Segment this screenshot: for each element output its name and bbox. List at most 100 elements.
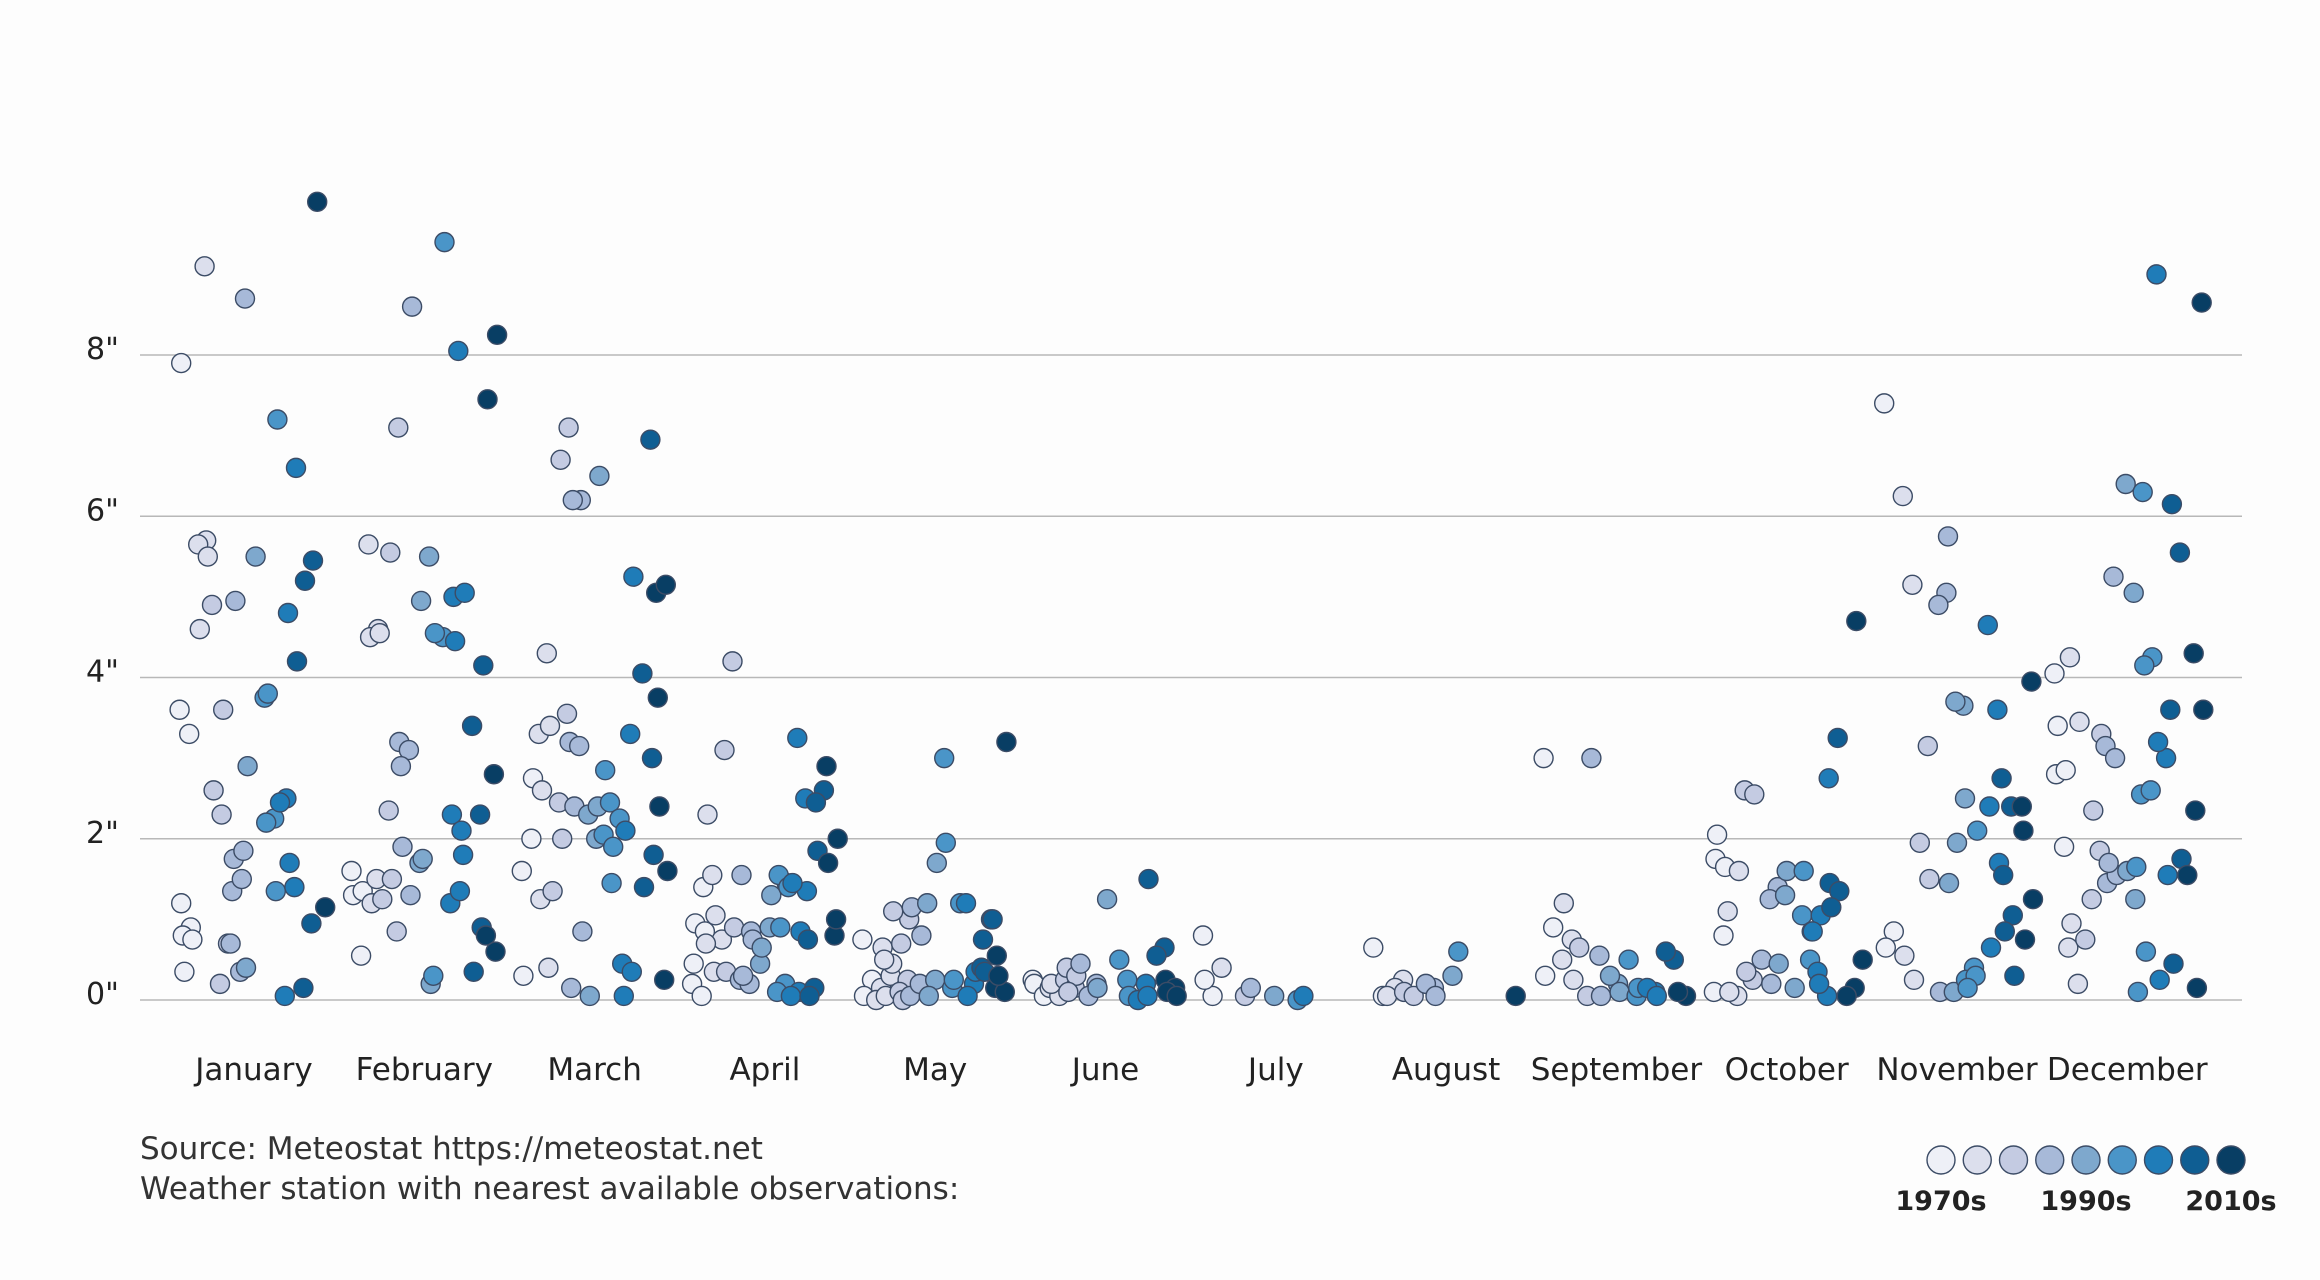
data-point: [1166, 985, 1187, 1007]
data-point: [782, 872, 803, 894]
data-point: [2134, 655, 2155, 676]
data-point: [542, 880, 563, 902]
data-point: [380, 542, 401, 563]
data-point: [934, 747, 955, 769]
data-point: [1192, 925, 1214, 946]
data-point: [1821, 897, 1842, 918]
data-point: [231, 868, 253, 890]
data-point: [1892, 485, 1914, 507]
data-point: [277, 602, 299, 624]
data-point: [1768, 953, 1789, 974]
data-point: [469, 804, 491, 825]
data-point: [1751, 949, 1772, 970]
data-point: [649, 796, 670, 817]
data-point: [211, 804, 232, 825]
data-point: [1894, 945, 1915, 966]
data-point: [982, 909, 1003, 930]
data-point: [1211, 957, 1232, 978]
data-point: [2058, 937, 2079, 958]
x-tick-label: November: [1876, 1052, 2038, 1088]
legend-label-1970s: 1970s: [1895, 1186, 1987, 1217]
data-point: [1954, 788, 1976, 809]
data-point: [1194, 969, 1215, 991]
data-point: [1992, 864, 2014, 886]
data-point: [926, 852, 947, 874]
data-point: [1137, 985, 1158, 1007]
data-point: [1590, 985, 1612, 1007]
data-point: [1363, 937, 1384, 958]
data-point: [2140, 780, 2161, 801]
data-point: [1883, 921, 1905, 942]
data-point: [235, 957, 257, 978]
data-point: [256, 812, 277, 833]
data-point: [2186, 977, 2208, 999]
data-point: [1873, 393, 1895, 414]
data-point: [209, 973, 231, 995]
data-point: [935, 832, 956, 853]
data-point: [817, 852, 839, 874]
data-point: [911, 925, 932, 946]
data-point: [441, 804, 463, 825]
data-point: [307, 191, 328, 213]
decade-legend: [1926, 1145, 2246, 1175]
data-point: [1376, 985, 1398, 1007]
data-point: [816, 755, 837, 777]
legend-label-2010s: 2010s: [2185, 1186, 2277, 1217]
data-point: [697, 804, 718, 825]
data-point: [1609, 981, 1630, 1003]
data-point: [424, 622, 446, 644]
data-point: [2160, 699, 2181, 720]
data-point: [1902, 574, 1923, 595]
data-point: [632, 663, 653, 684]
data-point: [2193, 699, 2214, 720]
legend-swatch: [2107, 1145, 2137, 1175]
data-point: [556, 703, 578, 724]
data-point: [986, 945, 1007, 966]
data-point: [1774, 884, 1796, 906]
data-point: [1719, 981, 1740, 1003]
data-point: [732, 965, 754, 987]
legend-label-1990s: 1990s: [2040, 1186, 2132, 1217]
data-point: [1589, 945, 1610, 966]
data-point: [883, 901, 904, 922]
data-point: [1903, 969, 1925, 991]
data-point: [2155, 747, 2177, 769]
data-point: [780, 985, 802, 1007]
x-tick-label: May: [903, 1052, 967, 1088]
data-point: [201, 594, 223, 616]
data-point: [1836, 985, 1857, 1007]
data-point: [178, 723, 200, 745]
data-point: [1581, 747, 1602, 769]
legend-swatch: [2143, 1145, 2174, 1175]
data-point: [2021, 671, 2042, 692]
data-points: [169, 191, 2214, 1011]
data-point: [513, 965, 534, 987]
data-point: [654, 969, 675, 991]
data-point: [2126, 856, 2147, 878]
data-point: [1713, 925, 1734, 946]
data-point: [388, 417, 409, 438]
y-tick-label: 0": [86, 977, 119, 1012]
data-point: [475, 925, 497, 946]
data-point: [1875, 937, 1897, 958]
data-point: [1957, 977, 1978, 999]
y-tick-label: 6": [86, 493, 119, 528]
data-point: [182, 929, 203, 950]
data-point: [538, 957, 559, 978]
data-point: [452, 844, 474, 866]
data-point: [1646, 985, 1668, 1007]
legend-swatch: [2180, 1145, 2210, 1175]
data-point: [561, 977, 582, 999]
data-point: [1553, 893, 1575, 914]
data-point: [1728, 860, 1750, 882]
data-point: [400, 884, 421, 906]
data-point: [2011, 796, 2033, 817]
legend-swatch: [2071, 1145, 2101, 1175]
data-point: [1928, 594, 1949, 616]
data-point: [398, 739, 420, 761]
y-tick-label: 4": [86, 655, 119, 690]
data-point: [988, 965, 1009, 987]
data-point: [917, 893, 938, 914]
data-point: [714, 739, 735, 761]
x-tick-label: October: [1725, 1052, 1849, 1088]
